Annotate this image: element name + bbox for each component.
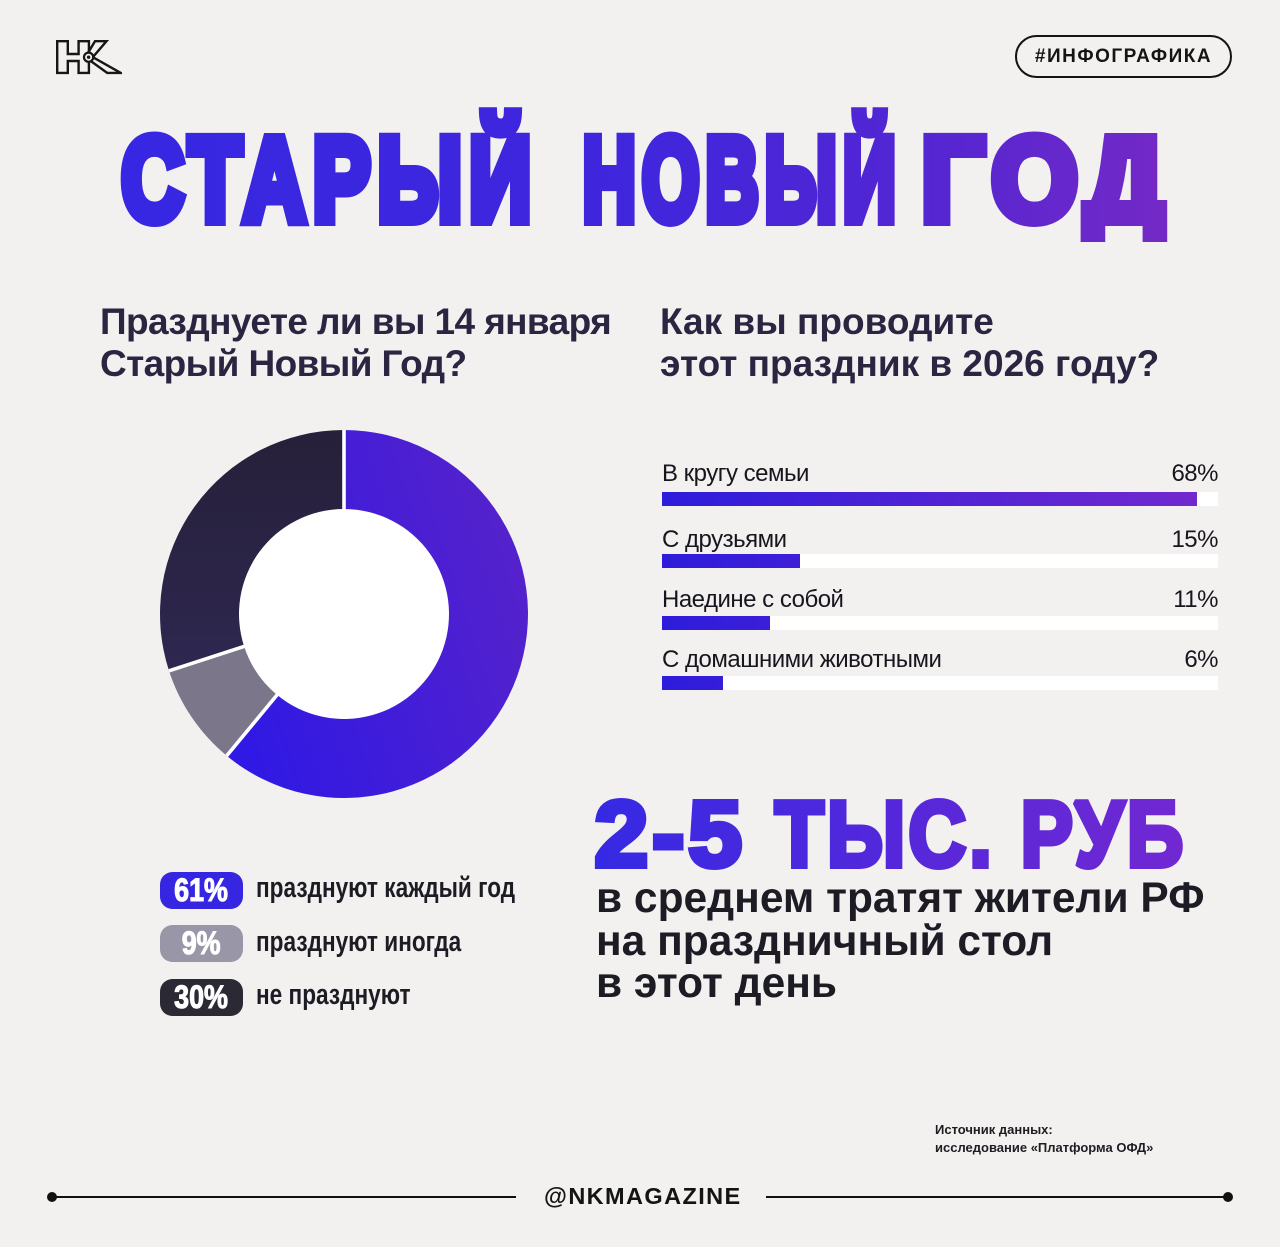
svg-text:РУБ: РУБ [1021,782,1187,886]
svg-text:СТАРЫЙ: СТАРЫЙ [122,112,539,246]
svg-text:ГОД: ГОД [922,114,1173,246]
svg-text:НОВЫЙ: НОВЫЙ [583,112,902,246]
svg-text:2-5: 2-5 [595,782,746,886]
svg-text:ТЫС.: ТЫС. [775,782,995,886]
